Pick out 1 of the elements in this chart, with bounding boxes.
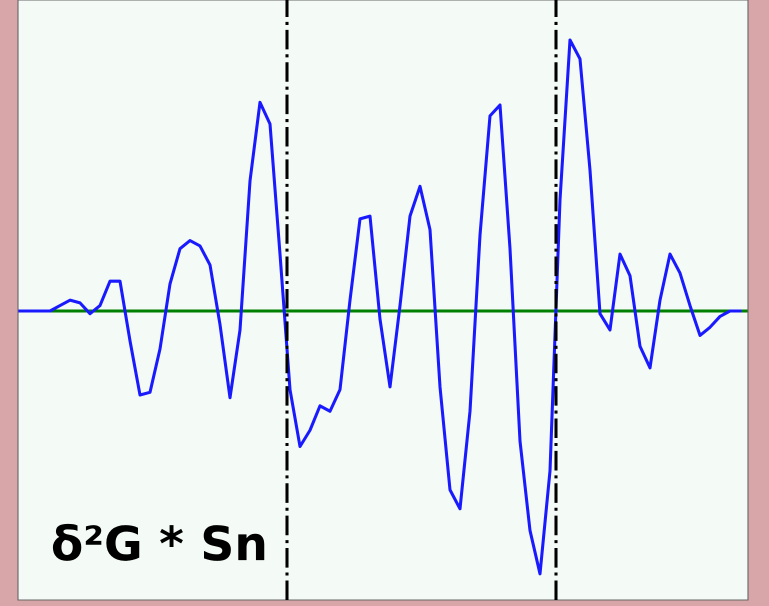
annotation: δ²G * Sn <box>52 524 264 561</box>
